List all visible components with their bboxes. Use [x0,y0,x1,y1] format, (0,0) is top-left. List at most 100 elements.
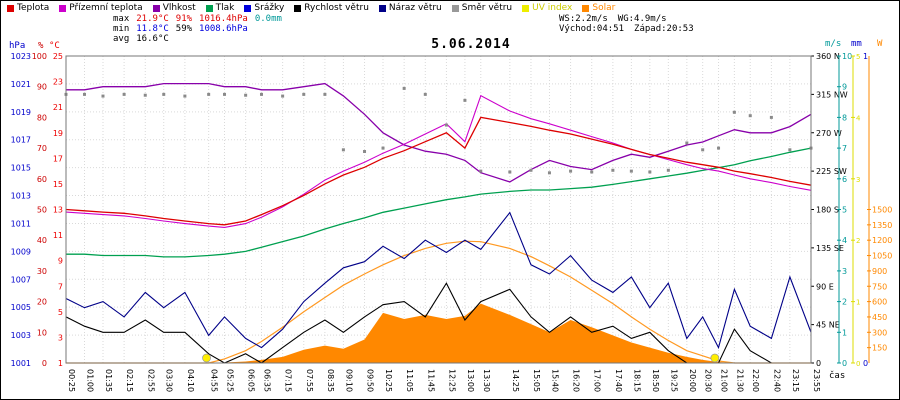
stat-wind-speed: WS:2.2m/s [559,14,608,24]
svg-text:01:35: 01:35 [104,369,113,392]
svg-text:0: 0 [42,359,47,368]
stat-rain-total: 0.0mm [254,14,282,24]
svg-text:4: 4 [856,114,861,122]
svg-text:06:05: 06:05 [247,369,256,392]
svg-text:600: 600 [872,298,887,307]
stat-min-pressure: 1008.6hPa [199,24,248,34]
svg-text:4: 4 [842,236,847,245]
axis-header-watt: W [877,39,883,49]
svg-text:09:50: 09:50 [366,369,375,392]
svg-text:1005: 1005 [11,303,31,312]
svg-text:23: 23 [53,78,63,87]
svg-text:15:40: 15:40 [550,369,559,392]
legend-label: Tlak [215,3,235,13]
legend-label: Směr větru [461,3,513,13]
svg-text:21:00: 21:00 [720,369,729,392]
svg-text:1350: 1350 [872,221,892,230]
legend-label: UV index [532,3,573,13]
stat-max-pressure: 1016.4hPa [199,14,248,24]
svg-text:80: 80 [37,113,47,122]
svg-text:750: 750 [872,282,887,291]
svg-text:5: 5 [58,308,63,317]
stat-sunrise: Východ:04:51 [559,24,625,34]
svg-text:20:30: 20:30 [704,369,713,392]
svg-text:11: 11 [53,231,63,240]
legend-item-teplota: Teplota [7,3,49,13]
svg-text:3: 3 [842,267,847,276]
svg-text:0: 0 [816,359,821,368]
legend-swatch-vlhkost [152,4,160,12]
svg-text:1017: 1017 [11,136,31,145]
svg-text:100: 100 [32,52,47,61]
legend-swatch-tlak [205,4,213,12]
svg-text:13:30: 13:30 [482,369,491,392]
legend-swatch-naraz-vetru [378,4,386,12]
svg-text:150: 150 [872,344,887,353]
stat-avg-temp: 16.6°C [136,34,169,44]
svg-text:2: 2 [856,237,860,245]
sun-stats-row: Východ:04:51 Západ:20:53 [559,24,704,34]
x-axis-label: čas [829,371,846,381]
svg-text:3: 3 [58,333,63,342]
legend-item-rychlost-vetru: Rychlost větru [294,3,369,13]
svg-text:450: 450 [872,313,887,322]
svg-text:270 W: 270 W [816,129,842,138]
stat-max-humidity: 91% [175,14,193,24]
svg-text:1050: 1050 [872,252,892,261]
legend-swatch-prizemni-teplota [59,4,67,12]
wind-sun-stats: WS:2.2m/s WG:4.9m/s Východ:04:51 Západ:20:… [559,14,704,34]
chart-title: 5.06.2014 [431,37,511,52]
axis-header-hpa: hPa [9,41,26,51]
svg-text:23:55: 23:55 [812,369,821,392]
legend-item-vlhkost: Vlhkost [152,3,196,13]
svg-text:0: 0 [842,359,847,368]
stat-min-temp: 11.8°C [136,24,169,34]
svg-text:18:50: 18:50 [651,369,660,392]
svg-text:08:35: 08:35 [326,369,335,392]
svg-text:13:00: 13:00 [466,369,475,392]
stat-min-label: min [113,24,130,34]
svg-text:1500: 1500 [872,206,892,215]
svg-text:05:25: 05:25 [226,369,235,392]
svg-text:1019: 1019 [11,108,31,117]
svg-text:11:05: 11:05 [405,369,414,392]
svg-text:04:55: 04:55 [210,369,219,392]
svg-text:10: 10 [842,52,852,61]
legend-item-prizemni-teplota: Přízemní teplota [59,3,143,13]
svg-text:03:30: 03:30 [165,369,174,392]
svg-text:17:40: 17:40 [614,369,623,392]
svg-text:360 N: 360 N [816,52,840,61]
svg-text:0: 0 [863,359,868,368]
chart-legend: Teplota Přízemní teplota Vlhkost Tlak Sr… [7,3,615,13]
svg-text:18:15: 18:15 [632,369,641,392]
svg-text:1: 1 [842,328,847,337]
svg-text:40: 40 [37,236,47,245]
svg-text:180 S: 180 S [816,206,839,215]
legend-label: Solar [592,3,616,13]
axis-header-celsius: °C [49,41,60,51]
svg-text:6: 6 [842,175,847,184]
svg-text:07:55: 07:55 [305,369,314,392]
stats-min-row: min 11.8°C 59% 1008.6hPa [113,24,289,34]
svg-text:02:55: 02:55 [146,369,155,392]
svg-text:1021: 1021 [11,80,31,89]
svg-text:5: 5 [842,206,847,215]
svg-text:22:40: 22:40 [772,369,781,392]
legend-swatch-srazky [244,4,252,12]
svg-text:19: 19 [53,129,63,138]
svg-text:11:45: 11:45 [426,369,435,392]
svg-text:50: 50 [37,206,47,215]
svg-text:1200: 1200 [872,236,892,245]
legend-item-naraz-vetru: Náraz větru [378,3,442,13]
svg-text:15:05: 15:05 [532,369,541,392]
svg-text:30: 30 [37,267,47,276]
legend-label: Přízemní teplota [69,3,143,13]
svg-text:15: 15 [53,180,63,189]
svg-text:17: 17 [53,154,63,163]
svg-text:3: 3 [856,176,860,184]
svg-text:1003: 1003 [11,331,31,340]
svg-text:8: 8 [842,113,847,122]
svg-text:90 E: 90 E [816,282,834,291]
stat-max-label: max [113,14,130,24]
